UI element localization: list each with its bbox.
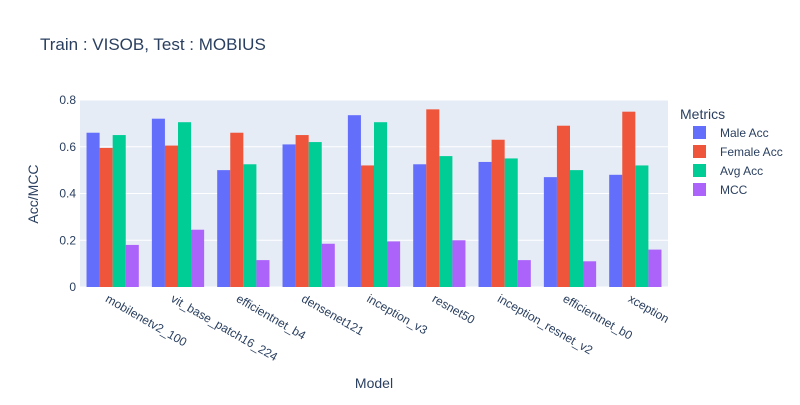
legend-label: MCC [720,183,748,197]
bar-avg-acc-mobilenetv2-100[interactable] [112,135,126,287]
bars [86,109,662,288]
bar-female-acc-mobilenetv2-100[interactable] [99,147,113,287]
y-tick-label: 0.4 [59,187,76,201]
bar-mcc-inception-resnet-v2[interactable] [517,260,531,287]
legend-label: Male Acc [720,126,769,140]
bar-mcc-vit-base-patch16-224[interactable] [191,229,205,287]
bar-female-acc-inception-v3[interactable] [360,165,374,287]
bar-male-acc-xception[interactable] [609,174,623,287]
legend-title: Metrics [680,106,725,122]
bar-mcc-mobilenetv2-100[interactable] [125,244,139,287]
bar-avg-acc-resnet50[interactable] [439,156,453,287]
bar-female-acc-densenet121[interactable] [295,135,309,287]
bar-male-acc-mobilenetv2-100[interactable] [86,132,100,287]
y-axis-title: Acc/MCC [25,164,41,223]
legend-item-avg-acc[interactable]: Avg Acc [693,164,763,178]
bar-male-acc-vit-base-patch16-224[interactable] [151,118,165,287]
bar-avg-acc-densenet121[interactable] [308,142,322,287]
bar-male-acc-inception-resnet-v2[interactable] [478,161,492,287]
bar-female-acc-xception[interactable] [622,111,636,287]
bar-male-acc-resnet50[interactable] [413,164,427,287]
bar-avg-acc-efficientnet-b0[interactable] [570,170,584,287]
legend-label: Female Acc [720,145,783,159]
bar-female-acc-inception-resnet-v2[interactable] [491,139,505,287]
legend-swatch [693,126,706,139]
bar-mcc-efficientnet-b0[interactable] [583,261,597,287]
legend-item-mcc[interactable]: MCC [693,183,748,197]
y-tick-label: 0.2 [59,233,76,247]
legend-label: Avg Acc [720,164,763,178]
y-tick-label: 0 [69,280,76,294]
chart-title: Train : VISOB, Test : MOBIUS [40,35,266,54]
y-axis-ticks: 0 0.2 0.4 0.6 0.8 [59,93,76,294]
bar-male-acc-efficientnet-b4[interactable] [217,170,231,287]
bar-female-acc-efficientnet-b4[interactable] [230,132,244,287]
bar-female-acc-vit-base-patch16-224[interactable] [164,145,178,287]
bar-male-acc-efficientnet-b0[interactable] [543,177,557,287]
legend-item-female-acc[interactable]: Female Acc [693,145,783,159]
bar-mcc-xception[interactable] [648,249,662,287]
legend-item-male-acc[interactable]: Male Acc [693,126,769,140]
bar-avg-acc-inception-v3[interactable] [374,122,388,287]
y-tick-label: 0.6 [59,140,76,154]
bar-male-acc-inception-v3[interactable] [347,115,361,287]
bar-male-acc-densenet121[interactable] [282,144,296,287]
legend-swatch [693,183,706,196]
bar-avg-acc-xception[interactable] [635,165,649,287]
x-axis-title: Model [355,375,393,391]
bar-mcc-resnet50[interactable] [452,240,466,287]
bar-mcc-efficientnet-b4[interactable] [256,260,270,287]
bar-mcc-inception-v3[interactable] [387,241,401,287]
bar-mcc-densenet121[interactable] [321,243,335,287]
bar-female-acc-resnet50[interactable] [426,109,440,287]
legend[interactable]: Metrics Male Acc Female Acc Avg Acc MCC [680,106,783,197]
legend-swatch [693,164,706,177]
bar-female-acc-efficientnet-b0[interactable] [556,125,570,288]
legend-items: Male Acc Female Acc Avg Acc MCC [693,126,783,197]
bar-avg-acc-inception-resnet-v2[interactable] [504,158,518,287]
bar-avg-acc-vit-base-patch16-224[interactable] [178,122,192,287]
y-tick-label: 0.8 [59,93,76,107]
legend-swatch [693,145,706,158]
bar-avg-acc-efficientnet-b4[interactable] [243,164,257,287]
